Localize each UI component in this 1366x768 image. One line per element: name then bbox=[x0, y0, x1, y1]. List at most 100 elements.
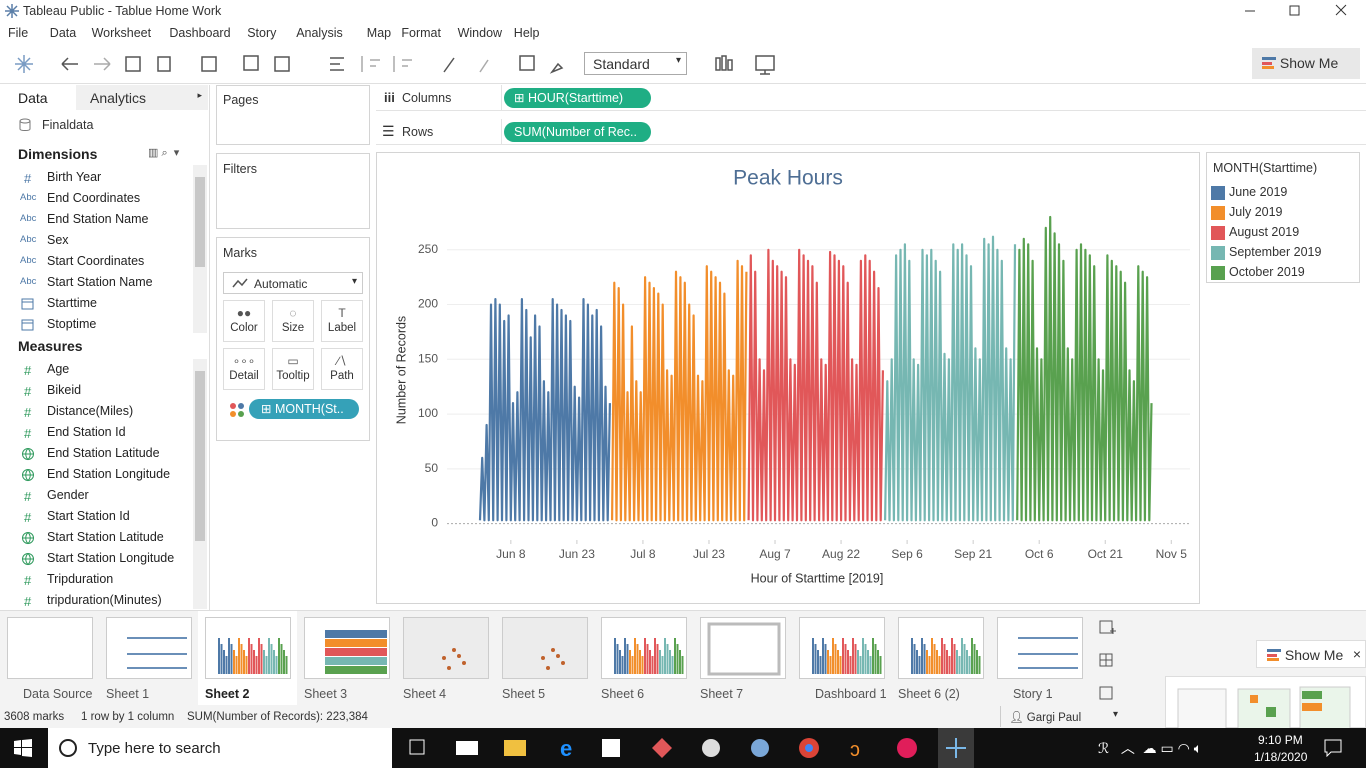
sheet-thumbnail[interactable] bbox=[403, 617, 489, 679]
sheet-tab-label[interactable]: Data Source bbox=[23, 687, 93, 701]
show-me-button[interactable]: Show Me bbox=[1252, 48, 1360, 79]
data-tab[interactable]: Data bbox=[0, 85, 76, 110]
window-controls[interactable] bbox=[1236, 0, 1366, 22]
thumb-bar bbox=[649, 650, 651, 674]
menu-item[interactable]: Map bbox=[366, 26, 392, 40]
thumb-bar bbox=[941, 638, 943, 674]
sheet-tab-label[interactable]: Sheet 6 bbox=[601, 687, 645, 701]
sheet-tab-label[interactable]: Story 1 bbox=[1013, 687, 1053, 701]
new-sheet-buttons[interactable] bbox=[1097, 617, 1119, 703]
sheet-tab-label[interactable]: Dashboard 1 bbox=[815, 687, 887, 701]
sheet-thumbnail[interactable] bbox=[700, 617, 786, 679]
thumb-bar bbox=[943, 644, 946, 674]
view-size-select[interactable]: Standard ▾ bbox=[584, 52, 687, 75]
close-icon[interactable]: × bbox=[1352, 646, 1361, 662]
field-name[interactable]: End Station Latitude bbox=[47, 446, 160, 460]
user-menu[interactable]: 👤︎ Gargi Paul ▾ bbox=[1000, 706, 1124, 727]
sheet-thumbnail[interactable] bbox=[106, 617, 192, 679]
measures-header: Measures bbox=[18, 338, 83, 354]
field-type-icon: Abc bbox=[20, 213, 37, 224]
menu-item[interactable]: Story bbox=[247, 26, 277, 40]
sheet-tab-label[interactable]: Sheet 4 bbox=[403, 687, 447, 701]
taskbar: Type here to search e ↄ ℛ ︿ ☁ ▭ ◠ 🔈︎ 9:1… bbox=[0, 728, 1366, 768]
sheet-tab-label[interactable]: Sheet 2 bbox=[205, 687, 250, 701]
thumb-bar bbox=[877, 650, 879, 674]
field-name[interactable]: Starttime bbox=[47, 296, 98, 310]
notifications[interactable] bbox=[1324, 739, 1342, 757]
show-me-panel[interactable]: Show Me × bbox=[1256, 640, 1366, 668]
menu-item[interactable]: Dashboard bbox=[169, 26, 231, 40]
field-name[interactable]: Bikeid bbox=[47, 383, 82, 397]
tray-icons[interactable]: ℛ ︿ ☁ ▭ ◠ 🔈︎ bbox=[1098, 740, 1203, 756]
sheet-thumbnail[interactable] bbox=[799, 617, 885, 679]
scrollbar[interactable] bbox=[193, 359, 207, 609]
mark-button[interactable]: ▭ Tooltip bbox=[272, 348, 314, 390]
mark-button[interactable]: T Label bbox=[321, 300, 363, 342]
month-pill[interactable]: ⊞ MONTH(St.. bbox=[249, 399, 359, 419]
field-name[interactable]: Distance(Miles) bbox=[47, 404, 134, 418]
field-name[interactable]: Start Station Longitude bbox=[47, 551, 175, 565]
thumb-band bbox=[325, 648, 387, 656]
field-name[interactable]: Sex bbox=[47, 233, 69, 247]
columns-pill[interactable]: ⊞ HOUR(Starttime) bbox=[504, 88, 651, 108]
field-name[interactable]: End Station Id bbox=[47, 425, 126, 439]
sheet-tab-label[interactable]: Sheet 5 bbox=[502, 687, 546, 701]
mark-button-icon: ◌ bbox=[289, 306, 297, 320]
legend-label[interactable]: June 2019 bbox=[1229, 185, 1288, 199]
taskbar-apps[interactable]: e ↄ bbox=[400, 728, 980, 768]
field-name[interactable]: Tripduration bbox=[47, 572, 114, 586]
field-name[interactable]: Gender bbox=[47, 488, 89, 502]
mark-button[interactable]: ∕∖ Path bbox=[321, 348, 363, 390]
menu-item[interactable]: File bbox=[8, 26, 29, 40]
sheet-tab-label[interactable]: Sheet 7 bbox=[700, 687, 744, 701]
mark-button[interactable]: ●● Color bbox=[223, 300, 265, 342]
legend-label[interactable]: July 2019 bbox=[1229, 205, 1283, 219]
sheet-thumbnail[interactable] bbox=[205, 617, 291, 679]
y-tick-label: 250 bbox=[418, 242, 438, 256]
sheet-tab-label[interactable]: Sheet 1 bbox=[106, 687, 150, 701]
scrollbar[interactable] bbox=[193, 165, 207, 333]
field-name[interactable]: Start Coordinates bbox=[47, 254, 145, 268]
field-name[interactable]: Age bbox=[47, 362, 70, 376]
sheet-tab-label[interactable]: Sheet 6 (2) bbox=[898, 687, 960, 701]
field-type-icon: # bbox=[24, 510, 32, 525]
field-name[interactable]: Start Station Latitude bbox=[47, 530, 164, 544]
sheet-tab-label[interactable]: Sheet 3 bbox=[304, 687, 348, 701]
field-name[interactable]: End Station Name bbox=[47, 212, 149, 226]
analytics-tab[interactable]: Analytics ▸ bbox=[76, 85, 208, 110]
sheet-thumbnail[interactable] bbox=[997, 617, 1083, 679]
menu-item[interactable]: Help bbox=[513, 26, 540, 40]
field-name[interactable]: Stoptime bbox=[47, 317, 97, 331]
menu-item[interactable]: Window bbox=[457, 26, 503, 40]
rows-pill[interactable]: SUM(Number of Rec.. bbox=[504, 122, 651, 142]
mark-type-select[interactable]: Automatic ▾ bbox=[223, 272, 363, 294]
legend-label[interactable]: August 2019 bbox=[1229, 225, 1300, 239]
field-name[interactable]: tripduration(Minutes) bbox=[47, 593, 162, 607]
mark-button[interactable]: ◌ Size bbox=[272, 300, 314, 342]
field-name[interactable]: Start Station Name bbox=[47, 275, 153, 289]
menu-item[interactable]: Analysis bbox=[296, 26, 343, 40]
menu-item[interactable]: Format bbox=[401, 26, 441, 40]
field-name[interactable]: Start Station Id bbox=[47, 509, 130, 523]
sheet-thumbnail[interactable] bbox=[601, 617, 687, 679]
start-button[interactable] bbox=[14, 739, 32, 757]
sheet-thumbnail[interactable] bbox=[898, 617, 984, 679]
menu-item[interactable]: Worksheet bbox=[91, 26, 152, 40]
thumb-bar bbox=[664, 638, 666, 674]
search-box[interactable]: Type here to search bbox=[48, 728, 392, 768]
sheet-thumbnail[interactable] bbox=[502, 617, 588, 679]
sheet-thumbnail[interactable] bbox=[304, 617, 390, 679]
mark-button[interactable]: ∘∘∘ Detail bbox=[223, 348, 265, 390]
legend-label[interactable]: September 2019 bbox=[1229, 245, 1322, 259]
pane-controls[interactable]: ▥ ⌕ ▾ bbox=[148, 147, 180, 159]
thumb-bar bbox=[676, 644, 679, 674]
field-name[interactable]: End Station Longitude bbox=[47, 467, 171, 481]
legend-label[interactable]: October 2019 bbox=[1229, 265, 1305, 279]
thumb-bar bbox=[832, 638, 834, 674]
sheet-thumbnail[interactable] bbox=[7, 617, 93, 679]
analytics-label: Analytics bbox=[90, 90, 147, 106]
menu-item[interactable]: Data bbox=[49, 26, 77, 40]
field-name[interactable]: Birth Year bbox=[47, 170, 102, 184]
show-me-label: Show Me bbox=[1279, 55, 1339, 71]
field-name[interactable]: End Coordinates bbox=[47, 191, 141, 205]
